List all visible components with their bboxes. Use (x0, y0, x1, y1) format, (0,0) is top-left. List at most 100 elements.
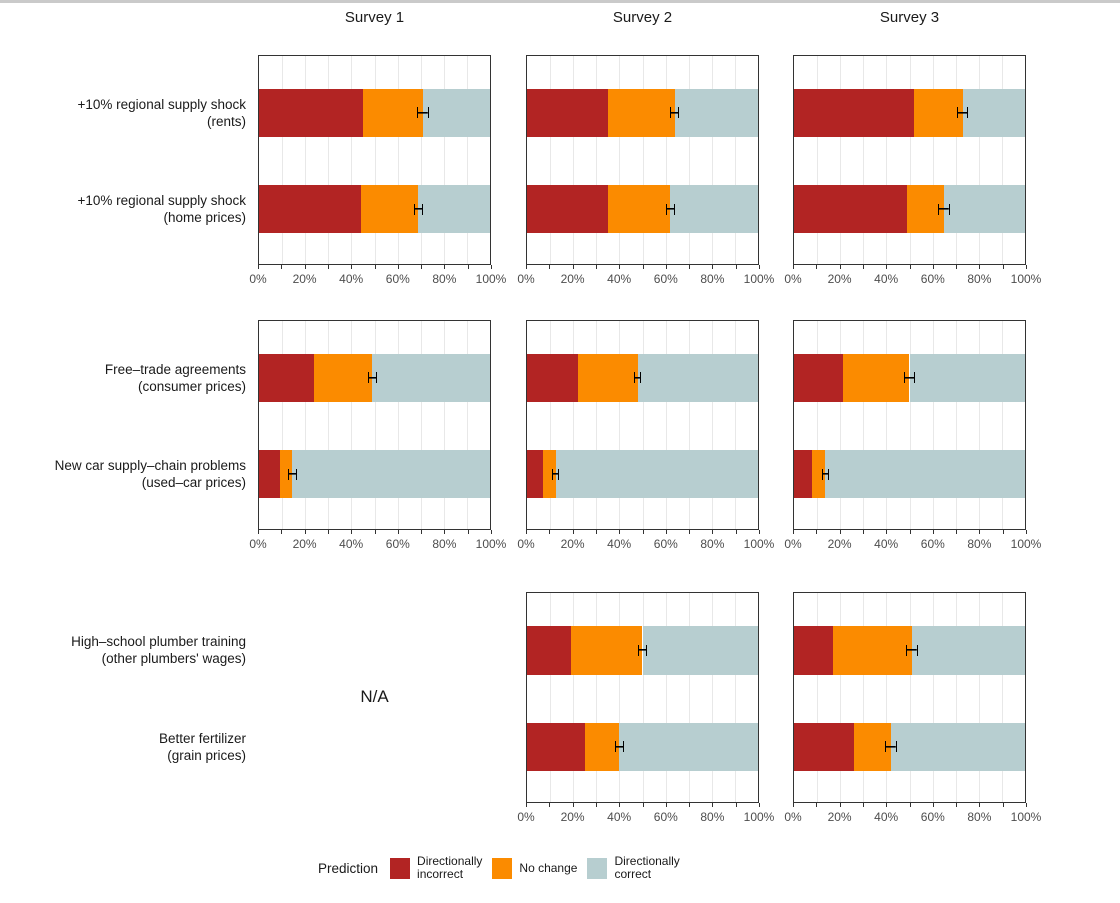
gridline (420, 56, 422, 264)
axis-tick (759, 530, 760, 534)
axis-tick (467, 265, 469, 269)
axis-tick-label: 20% (827, 810, 852, 824)
axis-tick-label: 40% (874, 810, 899, 824)
gridline (282, 56, 284, 264)
panel (526, 592, 759, 803)
stacked-bar (527, 184, 758, 234)
axis-tick-label: 0% (249, 537, 267, 551)
axis-tick-label: 60% (653, 272, 678, 286)
panel (526, 55, 759, 265)
axis-tick (759, 265, 760, 269)
gridline (863, 593, 865, 802)
axis-tick (839, 530, 841, 534)
gridline (420, 321, 422, 529)
axis-tick-label: 20% (560, 272, 585, 286)
axis-tick-label: 80% (967, 810, 992, 824)
bar-segment-incorrect (794, 625, 834, 675)
axis-tick (397, 530, 399, 534)
legend-item-incorrect: Directionally incorrect (390, 855, 482, 881)
facet-title: Survey 3 (879, 9, 940, 26)
axis-tick-label: 0% (249, 272, 267, 286)
bar-segment-no-change (914, 88, 963, 138)
row-label-line: (home prices) (163, 210, 246, 225)
error-bar (634, 372, 642, 384)
axis-tick (665, 265, 667, 269)
gridline (688, 593, 690, 802)
bar-segment-no-change (577, 353, 638, 403)
gridline (351, 56, 353, 264)
axis-tick (689, 265, 691, 269)
gridline (550, 593, 552, 802)
gridline (443, 321, 445, 529)
stacked-bar (794, 184, 1025, 234)
axis-tick-label: 60% (920, 810, 945, 824)
axis-tick-label: 40% (607, 272, 632, 286)
axis-tick (1026, 530, 1027, 534)
axis-tick (549, 530, 551, 534)
gridline (909, 56, 911, 264)
stacked-bar (794, 722, 1025, 772)
legend-swatch-no_change (492, 857, 513, 879)
axis-tick (712, 530, 714, 534)
axis-tick (956, 265, 958, 269)
error-bar (614, 741, 624, 753)
axis-tick (572, 530, 574, 534)
gridline (665, 321, 667, 529)
axis-tick (932, 530, 934, 534)
axis-tick (642, 265, 644, 269)
axis-tick (759, 803, 760, 807)
bar-segment-correct (962, 88, 1025, 138)
gridline (955, 321, 957, 529)
bar-segment-correct (423, 88, 490, 138)
gridline (688, 321, 690, 529)
bar-segment-no-change (314, 353, 373, 403)
row-label-line: Better fertilizer (158, 731, 246, 746)
axis-tick (327, 530, 329, 534)
gridline (1001, 56, 1003, 264)
bar-segment-incorrect (259, 88, 363, 138)
axis-tick (374, 265, 376, 269)
row-label-line: (rents) (206, 114, 246, 129)
gridline (619, 56, 621, 264)
axis-tick (258, 265, 259, 269)
stacked-bar (794, 353, 1025, 403)
bar-segment-incorrect (259, 184, 361, 234)
panel (793, 320, 1026, 530)
axis-tick (932, 265, 934, 269)
stacked-bar (259, 88, 490, 138)
bar-segment-correct (637, 353, 758, 403)
bar-segment-no-change (842, 353, 910, 403)
gridline (817, 321, 819, 529)
stacked-bar (527, 88, 758, 138)
axis-tick-label: 100% (743, 810, 775, 824)
gridline (305, 56, 307, 264)
bar-segment-no-change (607, 184, 671, 234)
axis-tick (979, 530, 981, 534)
stacked-bar (794, 449, 1025, 499)
axis-tick (619, 530, 621, 534)
bar-segment-incorrect (794, 184, 908, 234)
bar-segment-correct (642, 625, 758, 675)
axis-tick (735, 803, 737, 807)
bar-segment-correct (891, 722, 1025, 772)
axis-tick (793, 530, 794, 534)
axis-tick-label: 0% (517, 537, 535, 551)
axis-tick (839, 265, 841, 269)
axis-tick (526, 265, 527, 269)
error-bar (906, 644, 918, 656)
axis-tick-label: 40% (607, 810, 632, 824)
axis-tick (444, 265, 446, 269)
axis-tick (1026, 265, 1027, 269)
axis-tick (816, 803, 818, 807)
axis-tick (619, 265, 621, 269)
axis-tick-label: 60% (920, 272, 945, 286)
gridline (909, 321, 911, 529)
axis-tick-label: 40% (607, 537, 632, 551)
bar-segment-incorrect (794, 722, 855, 772)
legend-label: Directionally correct (614, 854, 680, 881)
gridline (374, 321, 376, 529)
axis-tick (526, 530, 527, 534)
axis-tick-label: 40% (339, 272, 364, 286)
error-bar (885, 741, 897, 753)
gridline (282, 321, 284, 529)
